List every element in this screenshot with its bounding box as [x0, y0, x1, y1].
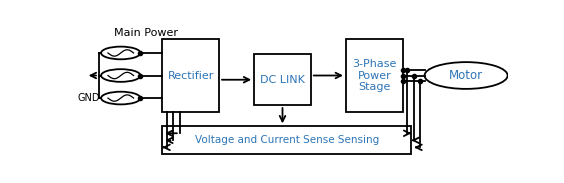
Text: Motor: Motor [449, 69, 483, 82]
Text: GND: GND [77, 93, 100, 103]
Text: Main Power: Main Power [114, 28, 178, 38]
FancyBboxPatch shape [162, 126, 411, 154]
Circle shape [101, 47, 140, 59]
Circle shape [101, 92, 140, 104]
Text: 3-Phase
Power
Stage: 3-Phase Power Stage [352, 59, 396, 92]
Circle shape [425, 62, 508, 89]
Text: Voltage and Current Sense Sensing: Voltage and Current Sense Sensing [195, 135, 379, 145]
FancyBboxPatch shape [254, 54, 311, 105]
FancyBboxPatch shape [162, 39, 219, 112]
Circle shape [101, 69, 140, 82]
FancyBboxPatch shape [346, 39, 403, 112]
Text: Rectifier: Rectifier [168, 70, 214, 81]
Text: DC LINK: DC LINK [260, 75, 305, 85]
